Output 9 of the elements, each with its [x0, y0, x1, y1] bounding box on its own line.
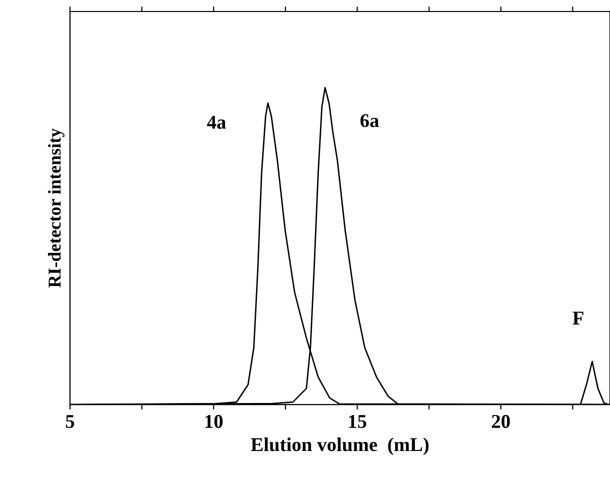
- series-label: 6a: [360, 114, 379, 128]
- x-tick-label: 10: [205, 414, 223, 428]
- x-tick-label: 15: [349, 414, 366, 428]
- series-label: 4a: [207, 116, 226, 129]
- y-axis-title: RI-detector intensity: [48, 128, 64, 288]
- x-tick-label: 5: [66, 415, 74, 428]
- x-tick-label: 20: [492, 414, 510, 428]
- x-axis-title: Elution volume (mL): [250, 438, 429, 456]
- series-label: F: [572, 312, 584, 324]
